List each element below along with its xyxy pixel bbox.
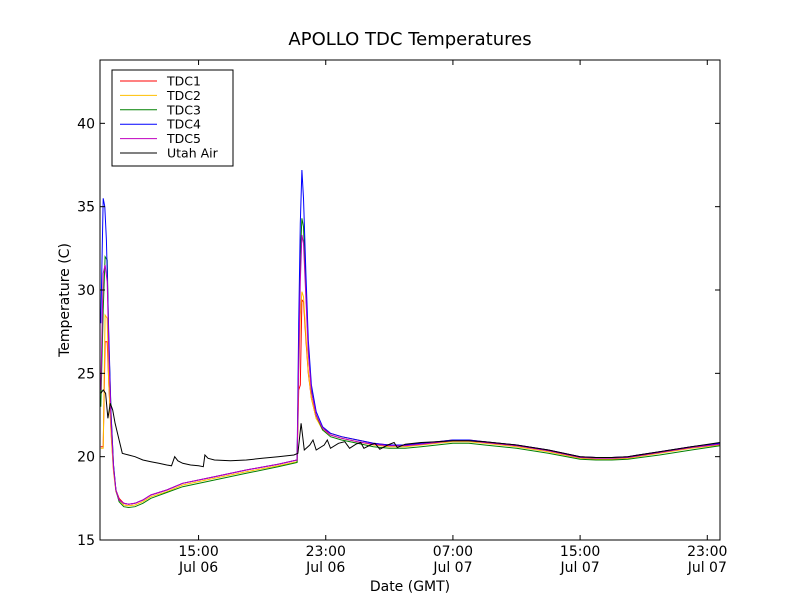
legend-box — [111, 69, 234, 167]
chart-title: APOLLO TDC Temperatures — [288, 29, 531, 50]
series-layer — [100, 169, 720, 509]
legend-label: TDC5 — [166, 131, 201, 146]
legend-label: TDC3 — [166, 102, 201, 117]
x-tick-label-time: 07:00 — [433, 544, 473, 560]
y-tick-label: 20 — [77, 450, 95, 466]
x-tick-label-time: 23:00 — [306, 544, 346, 560]
x-axis-label: Date (GMT) — [370, 579, 450, 595]
legend-label: Utah Air — [167, 146, 219, 161]
x-tick-label-date: Jul 06 — [178, 560, 218, 576]
y-tick-label: 40 — [77, 116, 95, 132]
y-axis: 15 20 25 30 35 40 — [77, 116, 720, 549]
x-tick-label-date: Jul 07 — [687, 560, 727, 576]
y-axis-label: Temperature (C) — [57, 243, 73, 358]
series-line-tdc5 — [100, 234, 720, 505]
y-tick-label: 30 — [77, 283, 95, 299]
x-tick-label-date: Jul 06 — [305, 560, 345, 576]
x-tick-label-date: Jul 07 — [560, 560, 600, 576]
x-tick-label-date: Jul 07 — [432, 560, 472, 576]
y-tick-label: 35 — [77, 200, 95, 216]
x-tick-label-time: 23:00 — [687, 544, 727, 560]
y-tick-label: 25 — [77, 366, 95, 382]
legend-label: TDC2 — [166, 88, 201, 103]
x-tick-label-time: 15:00 — [560, 544, 600, 560]
series-line-utah-air — [100, 389, 720, 468]
legend-label: TDC1 — [166, 74, 201, 89]
y-tick-label: 15 — [77, 533, 95, 549]
plot-frame — [99, 59, 721, 541]
legend-label: TDC4 — [166, 117, 201, 132]
x-tick-label-time: 15:00 — [178, 544, 218, 560]
